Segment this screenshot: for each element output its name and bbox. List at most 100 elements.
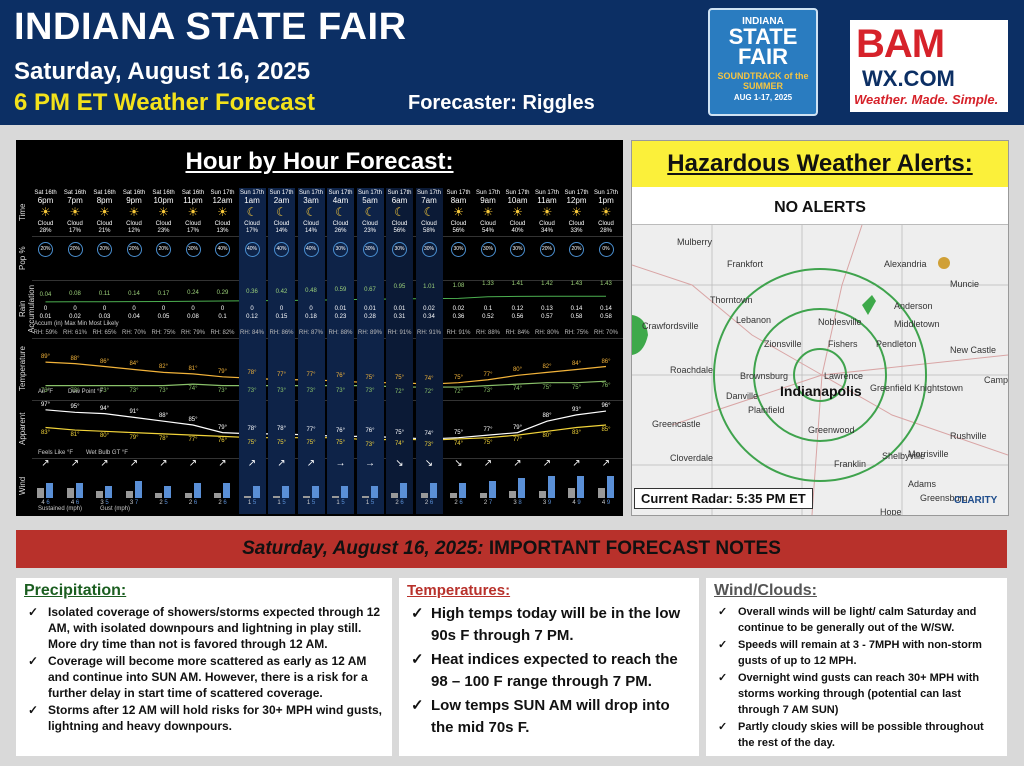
- relative-humidity: RH: 61%: [62, 330, 87, 336]
- wet-bulb: 80°: [99, 433, 110, 440]
- sustained-wind-bar: [568, 488, 575, 498]
- gust-wind-bar: [606, 475, 614, 498]
- wet-bulb: 74°: [453, 440, 464, 447]
- rain-likely: 0.56: [511, 314, 524, 320]
- air-temp: 74°: [424, 376, 434, 383]
- air-temp: 77°: [483, 371, 493, 378]
- wet-bulb: 77°: [188, 437, 198, 444]
- rain-min: 0: [250, 306, 254, 312]
- gust-wind-bar: [370, 485, 378, 498]
- rain-max: 0.95: [393, 284, 406, 291]
- hour-time: 11am: [537, 196, 557, 205]
- hour-day-text: Sat 16th: [63, 190, 87, 196]
- map-place-label: Hope: [880, 507, 902, 515]
- relative-humidity: RH: 80%: [534, 330, 559, 336]
- wind-gust-value: 6: [429, 500, 434, 506]
- hour-time: 8am: [450, 196, 467, 205]
- dew-point: 73°: [483, 387, 493, 394]
- relative-humidity: RH: 91%: [387, 330, 412, 336]
- wind-direction-arrow: ↗: [572, 458, 581, 469]
- notes-heading-text: IMPORTANT FORECAST NOTES: [483, 538, 781, 559]
- map-place-label: New Castle: [950, 345, 997, 355]
- dew-point: 73°: [158, 387, 169, 394]
- air-temp: 84°: [571, 361, 582, 368]
- wind-gust-value: 6: [400, 500, 404, 506]
- wind-gust-value: 6: [46, 500, 50, 506]
- map-place-label: Noblesville: [818, 317, 862, 327]
- hour-day: Sat 16th 8pm: [91, 190, 118, 205]
- rain-max: 0.08: [69, 291, 81, 298]
- hour-day: Sun 17th 8am: [445, 190, 472, 205]
- pop-value: 40%: [244, 242, 260, 257]
- feels-like: 79°: [217, 424, 228, 431]
- hour-day: Sat 16th 9pm: [121, 190, 148, 205]
- hour-day: Sun 17th 9am: [475, 190, 502, 205]
- feels-like: 91°: [129, 409, 139, 416]
- wind-sustained-value: 1: [306, 500, 311, 506]
- rain-likely: 0.18: [305, 314, 317, 320]
- map-place-label: Shelbyville: [882, 451, 926, 461]
- map-graphics: [632, 225, 1008, 515]
- hour-day: Sun 17th 7am: [416, 190, 443, 205]
- hour-day-text: Sun 17th: [593, 190, 619, 196]
- hour-column: Sat 16th 8pm ☀ Cloud 21% 20% 0.11 0 0.03 RH: 65%…: [91, 188, 118, 514]
- hour-day: Sun 17th 10am: [504, 190, 531, 205]
- hour-column: Sun 17th 10am ☀ Cloud 40% 30% 1.41 0.12 0.56 RH:…: [504, 188, 531, 514]
- hour-day-text: Sun 17th: [210, 190, 235, 196]
- wet-bulb: 83°: [40, 429, 51, 436]
- rain-min: 0: [73, 306, 77, 312]
- temps-item: High temps today will be in the low 90s …: [407, 603, 691, 647]
- rain-min: 0: [220, 306, 225, 312]
- cloud-cover: Cloud 12%: [126, 221, 142, 234]
- gust-wind-bar: [282, 485, 289, 498]
- gust-wind-bar: [488, 480, 496, 498]
- feels-like: 78°: [276, 425, 287, 432]
- map-place-label: Camp: [984, 375, 1008, 385]
- pop-cell: 20%: [534, 242, 561, 257]
- hour-column: Sun 17th 1am ☾ Cloud 17% 40% 0.36 0 0.12 RH: 84%…: [238, 188, 266, 514]
- wind-sustained-value: 4: [41, 500, 45, 506]
- map-place-label: Greenwood: [808, 425, 855, 435]
- wind-clouds-list: Overall winds will be light/ calm Saturd…: [714, 604, 999, 751]
- wind-item: Partly cloudy skies will be possible thr…: [714, 719, 999, 751]
- bam-logo: BAM WX.COM Weather. Made. Simple.: [850, 20, 1008, 112]
- map-place-label: Danville: [726, 391, 759, 401]
- hour-day-text: Sat 16th: [181, 190, 205, 196]
- wind-gust-value: 9: [606, 500, 611, 506]
- hour-time: 2am: [273, 196, 290, 205]
- hour-column: Sun 17th 5am ☾ Cloud 23% 30% 0.67 0.01 0.28 RH: …: [356, 188, 384, 514]
- pop-cell: 40%: [298, 242, 325, 257]
- air-legend: Air °F: [38, 389, 54, 395]
- forecaster-name: Forecaster: Riggles: [408, 92, 595, 114]
- wind-gust-value: 6: [193, 500, 198, 506]
- sun-cloud-icon: ☀: [69, 205, 81, 219]
- wind-numbers: 2 6: [180, 500, 207, 507]
- sustained-wind-bar: [37, 488, 44, 498]
- cloud-cover: Cloud 17%: [244, 221, 260, 234]
- rain-max: 1.43: [600, 280, 612, 287]
- cloud-cover: Cloud 13%: [214, 221, 231, 234]
- wind-sustained-value: 3: [542, 500, 547, 506]
- hour-day-text: Sun 17th: [564, 190, 589, 196]
- wind-sustained-value: 1: [247, 500, 252, 506]
- wind-gust-value: 5: [164, 500, 168, 506]
- air-temp: 76°: [335, 373, 346, 380]
- feels-like: 96°: [601, 403, 611, 410]
- hour-day: Sat 16th 7pm: [62, 190, 89, 205]
- wind-direction-arrow: ↗: [513, 458, 522, 469]
- rain-values: 0.42: [268, 289, 295, 296]
- hour-day-text: Sun 17th: [387, 190, 412, 196]
- map-place-label: Anderson: [894, 301, 933, 311]
- relative-humidity: RH: 88%: [328, 330, 353, 336]
- wind-direction-arrow: ↗: [129, 458, 139, 469]
- wind-sustained-value: 3: [513, 500, 517, 506]
- row-label: Apparent: [18, 412, 27, 446]
- hour-day-text: Sun 17th: [357, 190, 383, 196]
- wet-bulb: 73°: [365, 442, 375, 449]
- pop-cell: 20%: [62, 242, 89, 257]
- wet-bulb: 79°: [129, 434, 139, 441]
- dew-point: 73°: [365, 387, 375, 394]
- cloud-cover: Cloud 34%: [539, 221, 555, 234]
- precipitation-list: Isolated coverage of showers/storms expe…: [24, 604, 384, 734]
- wetbulb-legend: Wet Bulb GT °F: [86, 450, 128, 456]
